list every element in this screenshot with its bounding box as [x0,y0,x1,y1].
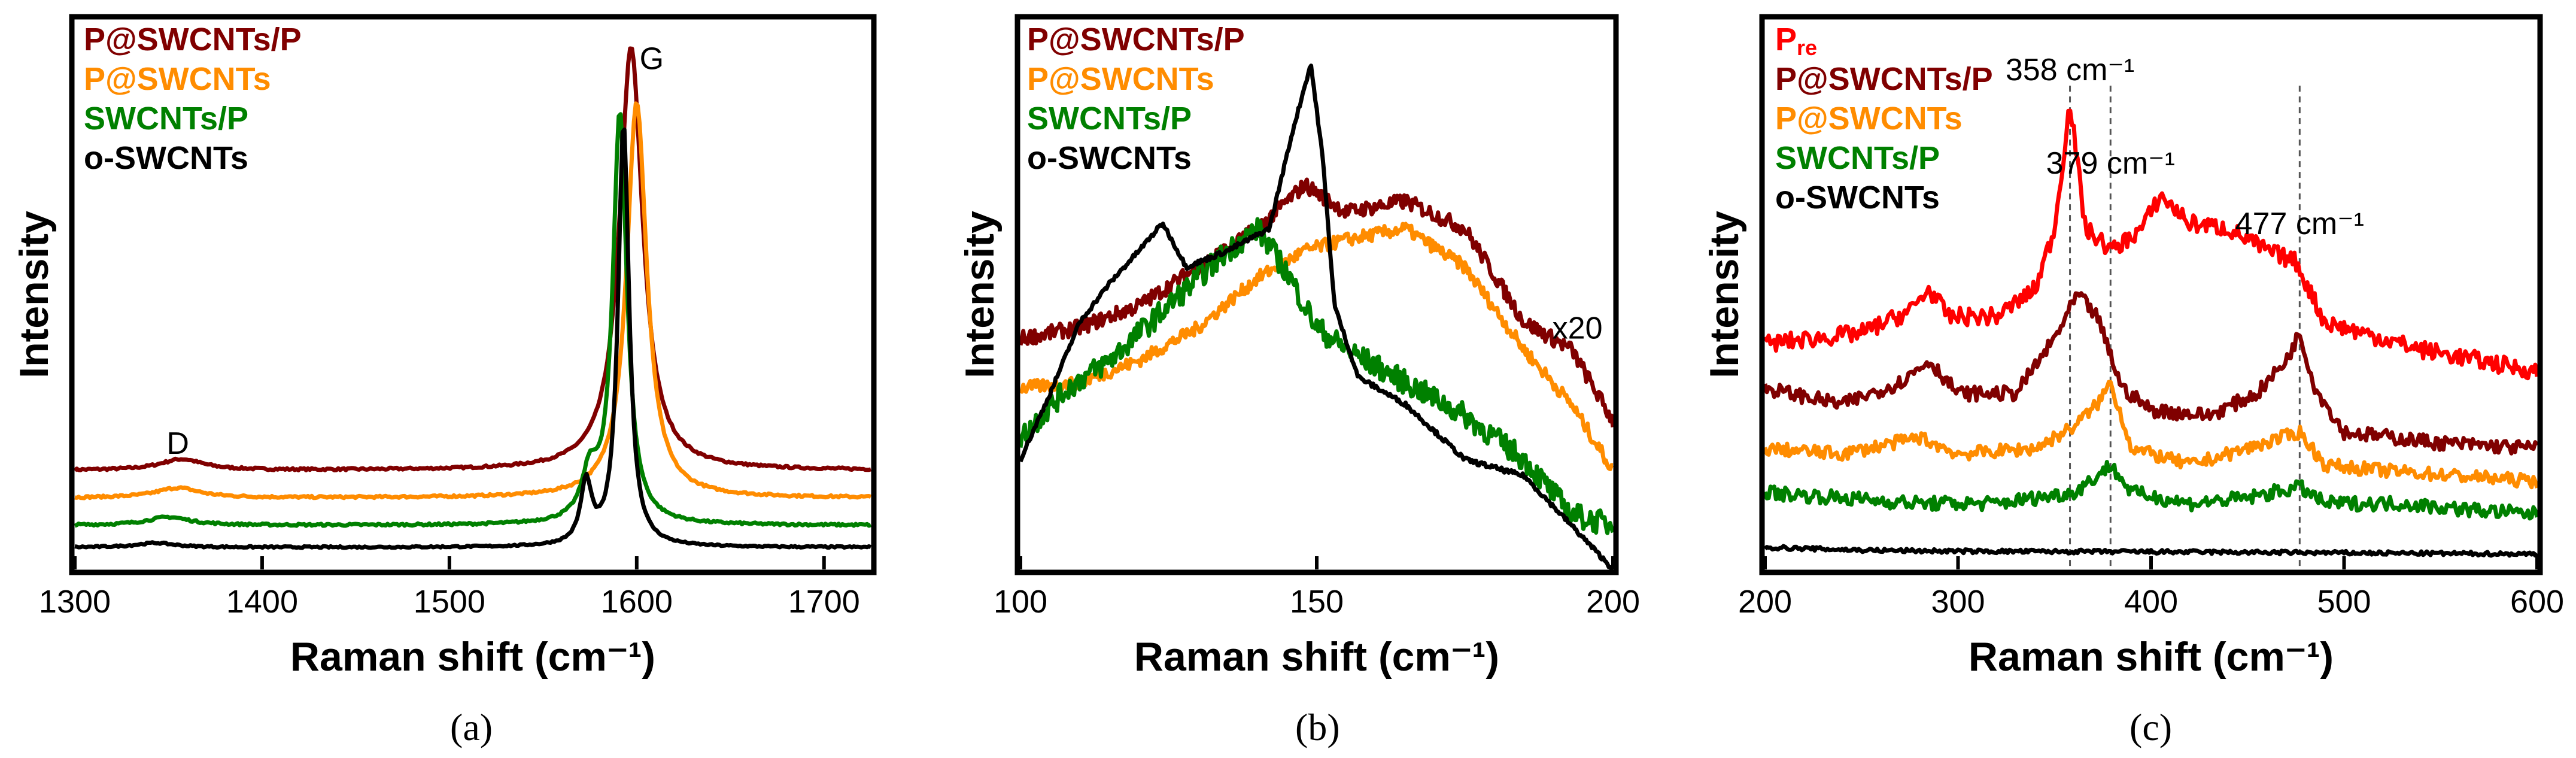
panel-a-x-tick-label-1500: 1500 [414,584,485,620]
panel-a-x-tick-label-1300: 1300 [39,584,111,620]
panel-c-legend-entry-p-swcnts: P@SWCNTs [1775,101,1963,137]
panel-a-series-line-o-swcnts [74,128,872,550]
panel-a-plot-frame [69,14,877,575]
panel-c-series-line-p-swcnts-p [1763,291,2539,456]
panel-c-series-lines [1763,108,2539,558]
panel-b-x-tick-label-150: 150 [1290,584,1344,620]
panel-b-series-line-swcnts-p [1018,217,1615,535]
panel-c-series-line-swcnts-p [1763,460,2539,521]
panel-c-series-line-pre [1763,108,2539,381]
panel-b-scale-factor-label: x20 [1553,311,1603,345]
panel-a-series-line-swcnts-p [74,112,872,528]
panel-a-caption: (a) [450,706,493,748]
panel-a-x-tick-label-1700: 1700 [788,584,860,620]
panel-b-series-line-p-swcnts [1019,222,1614,471]
panel-c-legend-entry-p-swcnts-p: P@SWCNTs/P [1775,61,1993,97]
panel-c-caption: (c) [2130,706,2172,748]
panel-c-x-ticks: 200 300 400 500 600 [1738,556,2564,620]
panel-a-g-band-label: G [640,42,664,77]
panel-b-x-tick-label-100: 100 [994,584,1047,620]
panel-c-peak-label-477: 477 cm⁻¹ [2235,207,2364,241]
panel-a-series-line-p-swcnts [74,101,872,501]
panel-a-y-axis-title: Intensity [11,211,57,378]
panel-b-series-line-o-swcnts [1018,63,1614,572]
panel-a-x-axis-title: Raman shift (cm⁻¹) [290,634,655,680]
panel-a: 1300 1400 1500 1600 1700 D G P@SWCNTs/P P@SW… [11,14,877,748]
panel-b-series-lines [1018,63,1615,572]
panel-b-caption: (b) [1295,706,1340,748]
panel-c-peak-label-358: 358 cm⁻¹ [2006,53,2134,87]
panel-a-d-band-label: D [166,426,189,461]
panel-a-legend-entry-p-swcnts: P@SWCNTs [84,61,271,97]
panel-b-y-axis-title: Intensity [957,211,1003,378]
panel-a-x-tick-label-1600: 1600 [601,584,673,620]
panel-b-plot-frame [1014,14,1619,575]
panel-c: 200 300 400 500 600 358 cm⁻¹ 379 cm⁻¹ 477 cm… [1702,14,2564,748]
panel-c-series-line-p-swcnts [1763,380,2539,490]
panel-c-legend-entry-o-swcnts: o-SWCNTs [1775,180,1940,216]
panel-c-y-axis-title: Intensity [1702,211,1747,378]
panel-b-x-tick-label-200: 200 [1586,584,1640,620]
panel-c-x-tick-label-600: 600 [2510,584,2564,620]
panel-c-legend-entry-swcnts-p: SWCNTs/P [1775,140,1940,176]
panel-c-x-tick-label-400: 400 [2124,584,2178,620]
panel-a-legend-entry-o-swcnts: o-SWCNTs [84,140,248,176]
panel-a-legend-entry-p-swcnts-p: P@SWCNTs/P [84,22,302,57]
panel-a-series-lines [73,46,872,550]
panel-b-legend-entry-swcnts-p: SWCNTs/P [1027,101,1192,137]
panel-a-series-line-p-swcnts-p [73,46,871,472]
panel-b-legend-entry-p-swcnts-p: P@SWCNTs/P [1027,22,1245,57]
panel-c-x-tick-label-200: 200 [1738,584,1792,620]
panel-b-legend-entry-o-swcnts: o-SWCNTs [1027,140,1192,176]
panel-b: 100 150 200 x20 P@SWCNTs/P P@SWCNTs SWCNTs… [957,14,1640,748]
panel-c-x-axis-title: Raman shift (cm⁻¹) [1969,634,2334,680]
panel-a-x-ticks: 1300 1400 1500 1600 1700 [39,556,860,620]
panel-c-x-tick-label-300: 300 [1931,584,1985,620]
panel-a-x-tick-label-1400: 1400 [226,584,298,620]
panel-b-x-axis-title: Raman shift (cm⁻¹) [1134,634,1499,680]
panel-c-series-line-o-swcnts [1763,544,2539,558]
panel-c-legend-entry-pre: Pre [1775,22,1817,60]
panel-b-x-ticks: 100 150 200 [994,556,1640,620]
panel-b-legend-entry-p-swcnts: P@SWCNTs [1027,61,1214,97]
panel-c-peak-label-379: 379 cm⁻¹ [2046,146,2175,181]
panel-c-x-tick-label-500: 500 [2317,584,2371,620]
panel-b-series-line-p-swcnts-p [1018,177,1615,427]
panel-c-plot-frame [1759,14,2543,575]
panel-a-legend-entry-swcnts-p: SWCNTs/P [84,101,248,137]
